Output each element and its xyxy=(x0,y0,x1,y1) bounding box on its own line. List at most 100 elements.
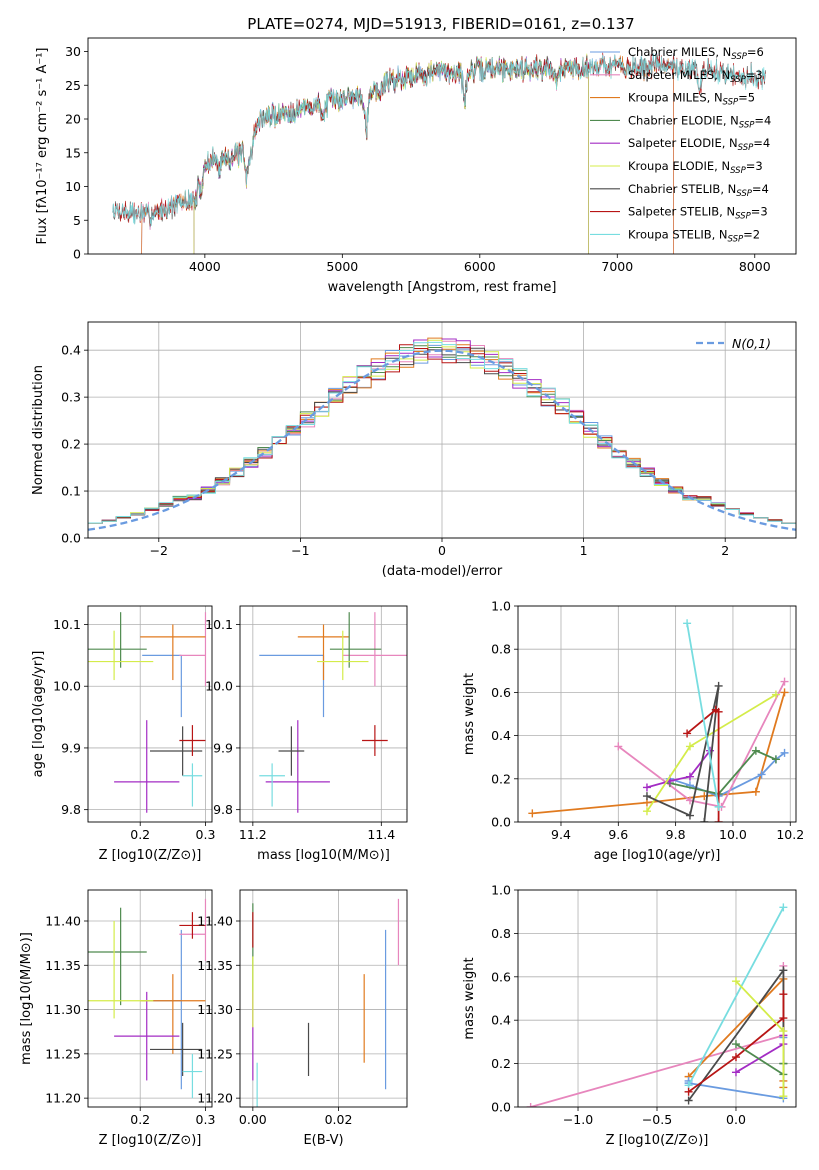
data-point-marker xyxy=(528,809,537,818)
y-tick-label: 11.20 xyxy=(45,1091,81,1106)
legend-label: Chabrier STELIB, NSSP=4 xyxy=(628,182,769,199)
y-tick-label: 11.40 xyxy=(45,914,81,929)
legend-label-value: =6 xyxy=(747,45,764,59)
mass-weight-vs-metallicity-plot: −1.0 −0.5 0.0 0.0 0.2 0.4 0.6 0.8 1.0 Z [log10(Z/… xyxy=(462,883,797,1148)
data-point-marker xyxy=(780,677,789,686)
legend-label: N(0,1) xyxy=(732,336,771,351)
data-point-marker xyxy=(714,818,723,822)
data-point-marker xyxy=(642,783,651,792)
x-tick-label: 2 xyxy=(721,543,729,558)
axes-frame xyxy=(87,605,213,823)
y-tick-label: 0.4 xyxy=(491,728,511,743)
y-tick-label: 25 xyxy=(65,78,81,93)
data-point-marker xyxy=(779,966,788,975)
legend-label-sub: SSP xyxy=(728,234,744,244)
legend-label-value: =4 xyxy=(753,136,770,150)
grid-lines xyxy=(518,605,796,823)
series-line xyxy=(686,623,720,808)
data-point-marker xyxy=(731,1068,740,1077)
axes-frame xyxy=(239,889,408,1108)
x-tick-label: −0.5 xyxy=(642,1112,672,1127)
data-point-marker xyxy=(684,1096,693,1105)
x-tick-label: 0.3 xyxy=(196,827,216,842)
mass-vs-metallicity-plot: 0.2 0.3 11.20 11.25 11.30 11.35 11.40 Z [log10(… xyxy=(19,889,216,1148)
legend-label-value: =5 xyxy=(738,91,755,105)
data-point-marker xyxy=(683,729,692,738)
y-tick-label: 0.4 xyxy=(61,343,81,358)
data-point-marker xyxy=(526,1103,535,1107)
series-line xyxy=(687,906,785,1086)
x-tick-label: 8000 xyxy=(739,259,771,274)
legend-label-sub: SSP xyxy=(736,189,752,199)
histogram-step xyxy=(88,341,796,538)
x-tick-label: −2 xyxy=(150,543,168,558)
plot-area xyxy=(112,52,766,254)
x-tick-label: 6000 xyxy=(464,259,496,274)
plot-area xyxy=(88,612,207,813)
y-tick-label: 0.2 xyxy=(491,1056,511,1071)
legend-label-text: N(0,1) xyxy=(732,336,771,351)
x-tick-label: 0.3 xyxy=(196,1112,216,1127)
y-tick-label: 9.8 xyxy=(213,802,233,817)
y-tick-label: 10.1 xyxy=(205,617,233,632)
legend-label-text: Kroupa ELODIE, N xyxy=(628,159,730,173)
y-tick-label: 0.6 xyxy=(491,685,511,700)
x-tick-label: 9.6 xyxy=(608,827,628,842)
data-point-marker xyxy=(684,1087,693,1096)
data-point-marker xyxy=(683,619,692,628)
x-axis-label: Z [log10(Z/Z⊙)] xyxy=(99,848,202,863)
legend-label-value: =3 xyxy=(751,205,768,219)
legend-label-value: =4 xyxy=(754,113,771,127)
x-axis-label: Z [log10(Z/Z⊙)] xyxy=(606,1133,709,1148)
axes-frame xyxy=(517,605,797,823)
y-tick-label: 1.0 xyxy=(491,599,511,614)
legend-label-sub: SSP xyxy=(730,166,746,176)
axes-frame xyxy=(517,889,797,1108)
x-axis-label: wavelength [Angstrom, rest frame] xyxy=(328,280,557,295)
legend-label: Chabrier MILES, NSSP=6 xyxy=(628,45,764,62)
legend-label-value: =3 xyxy=(746,68,763,82)
figure-title: PLATE=0274, MJD=51913, FIBERID=0161, z=0… xyxy=(247,15,634,33)
legend: N(0,1) xyxy=(696,336,771,351)
y-tick-label: 11.20 xyxy=(197,1091,233,1106)
x-tick-label: 5000 xyxy=(326,259,358,274)
y-tick-label: 9.9 xyxy=(61,740,81,755)
data-point-marker xyxy=(714,802,723,811)
y-tick-label: 15 xyxy=(65,145,81,160)
y-tick-label: 0.2 xyxy=(61,437,81,452)
y-axis-label: mass [log10(M/M⊙)] xyxy=(19,932,34,1065)
y-tick-label: 11.25 xyxy=(197,1046,233,1061)
data-point-marker xyxy=(731,977,740,986)
legend-label: Chabrier ELODIE, NSSP=4 xyxy=(628,113,771,130)
y-tick-label: 10.0 xyxy=(53,679,81,694)
legend-label-value: =4 xyxy=(752,182,769,196)
x-tick-label: 4000 xyxy=(189,259,221,274)
series-line xyxy=(646,750,711,789)
axes-frame xyxy=(87,889,213,1108)
x-tick-label: 0.2 xyxy=(130,827,150,842)
x-tick-label: −1 xyxy=(291,543,309,558)
x-tick-label: 0.2 xyxy=(130,1112,150,1127)
y-tick-label: 0.8 xyxy=(491,642,511,657)
axes-frame xyxy=(87,37,797,255)
x-tick-label: 1 xyxy=(580,543,588,558)
age-vs-mass-plot: 11.2 11.4 9.8 9.9 10.0 10.1 mass [log10(M/M⊙)] xyxy=(205,605,408,863)
y-tick-label: 11.30 xyxy=(197,1002,233,1017)
legend-label-text: Chabrier ELODIE, N xyxy=(628,113,739,127)
y-tick-label: 10.1 xyxy=(53,617,81,632)
y-axis-label: Normed distribution xyxy=(31,365,46,495)
x-tick-label: 9.8 xyxy=(666,827,686,842)
y-tick-label: 11.35 xyxy=(45,958,81,973)
series-line xyxy=(669,749,777,795)
legend-label-sub: SSP xyxy=(730,75,746,85)
legend-label-sub: SSP xyxy=(723,98,739,108)
x-tick-label: 0.02 xyxy=(325,1112,353,1127)
y-axis-label: mass weight xyxy=(462,673,477,755)
legend-label: Salpeter ELODIE, NSSP=4 xyxy=(628,136,770,153)
spectrum-line xyxy=(193,54,589,254)
x-axis-label: mass [log10(M/M⊙)] xyxy=(257,848,390,863)
series-line xyxy=(669,752,786,798)
legend-label-text: Salpeter ELODIE, N xyxy=(628,136,738,150)
data-point-marker xyxy=(779,990,788,999)
legend-label-text: Salpeter STELIB, N xyxy=(628,205,735,219)
